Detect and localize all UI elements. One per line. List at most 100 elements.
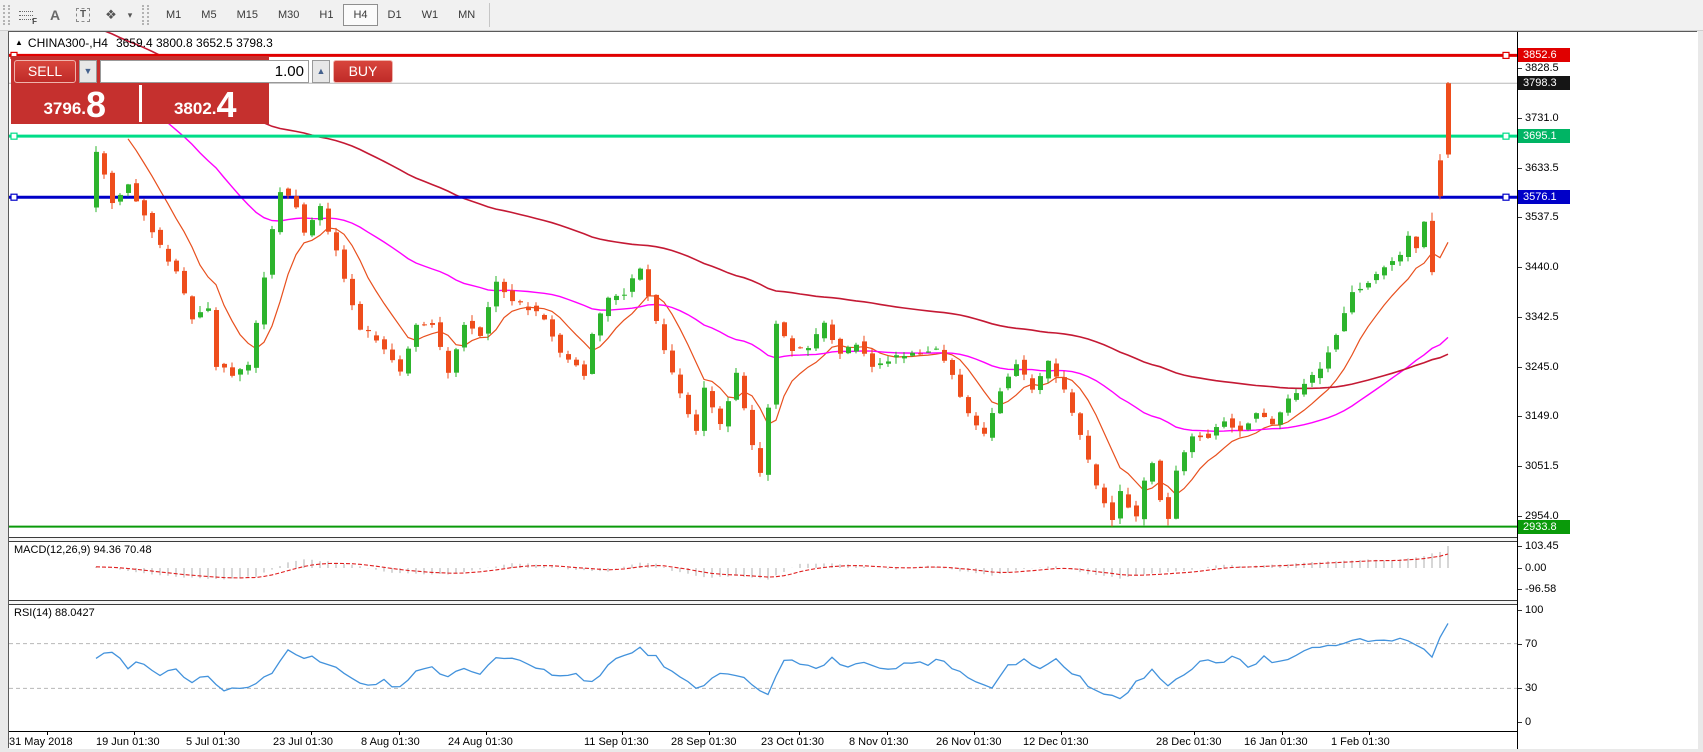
- macd-tick: [1518, 568, 1522, 569]
- price-tick: [1518, 367, 1522, 368]
- price-tick: [1518, 466, 1522, 468]
- time-tick: [224, 732, 225, 735]
- ask-price[interactable]: 3802. 4: [141, 84, 269, 126]
- ask-price-dot: .: [211, 99, 217, 118]
- rsi-label: RSI(14) 88.0427: [14, 607, 95, 619]
- price-axis[interactable]: 3828.5 3731.0 3633.5 3537.5 3440.0 3342.5 3245…: [1517, 32, 1698, 749]
- main-price-chart[interactable]: [9, 32, 1517, 537]
- price-tick: [1518, 416, 1522, 418]
- volume-input[interactable]: [100, 59, 309, 83]
- price-badge-3852.6: 3852.6: [1518, 48, 1570, 63]
- macd-indicator-pane[interactable]: [9, 542, 1517, 600]
- chart-ohlc-values: 3659.4 3800.8 3652.5 3798.3: [115, 36, 273, 50]
- fast-ema-line: [127, 138, 1449, 496]
- one-click-trade-panel: SELL ▼ ▲ BUY 3796.8 3802.4: [11, 56, 393, 126]
- rsi-axis-label: 70: [1525, 637, 1538, 650]
- price-axis-label: 3537.5: [1525, 211, 1559, 223]
- macd-signal-line: [95, 553, 1449, 579]
- bid-price-main: 3796: [43, 99, 82, 118]
- time-axis-label: 19 Jun 01:30: [96, 736, 160, 748]
- price-tick: [1518, 67, 1522, 69]
- time-tick: [47, 732, 48, 735]
- timeframe-button-m5[interactable]: M5: [201, 9, 217, 21]
- toolbar-grip[interactable]: [3, 5, 10, 25]
- fibonacci-icon[interactable]: F: [13, 2, 41, 28]
- top-toolbar: F A T ❖ ▾ M1 M5 M15 M30 H1 H4 D1 W1 MN: [0, 0, 1703, 31]
- macd-pane-splitter[interactable]: [9, 537, 1698, 542]
- volume-decrease-button[interactable]: ▼: [79, 59, 97, 83]
- time-axis-label: 8 Nov 01:30: [849, 736, 909, 748]
- price-axis-label: 3828.5: [1525, 61, 1559, 74]
- price-tick: [1518, 516, 1522, 518]
- price-badge-2933.8: 2933.8: [1518, 519, 1570, 534]
- arrow-tools-icon[interactable]: ❖: [105, 7, 117, 22]
- ask-price-big-digit: 4: [216, 84, 237, 126]
- macd-axis-label: -96.58: [1525, 582, 1557, 595]
- rsi-pane-splitter[interactable]: [9, 600, 1698, 605]
- buy-button[interactable]: BUY: [333, 59, 393, 83]
- rsi-line: [95, 623, 1449, 700]
- time-axis-label: 16 Jan 01:30: [1244, 736, 1308, 748]
- time-tick: [134, 732, 135, 735]
- time-axis-label: 24 Aug 01:30: [448, 736, 513, 748]
- time-tick: [311, 732, 312, 735]
- rsi-tick: [1518, 722, 1522, 723]
- sell-button[interactable]: SELL: [14, 59, 76, 83]
- price-tick: [1518, 117, 1522, 119]
- time-axis-label: 28 Dec 01:30: [1156, 736, 1222, 748]
- bid-price[interactable]: 3796. 8: [11, 85, 139, 123]
- time-axis-label: 11 Sep 01:30: [584, 736, 649, 748]
- timeframe-button-m15[interactable]: M15: [236, 9, 258, 21]
- timeframe-button-mn[interactable]: MN: [458, 9, 476, 21]
- price-tick: [1518, 317, 1522, 318]
- price-axis-label: 3633.5: [1525, 161, 1559, 174]
- price-tick: [1518, 217, 1522, 218]
- macd-tick: [1518, 545, 1522, 547]
- time-axis[interactable]: 31 May 2018 19 Jun 01:30 5 Jul 01:30 23 Jul…: [9, 731, 1518, 749]
- text-icon[interactable]: A: [49, 7, 61, 23]
- price-axis-label: 3051.5: [1525, 460, 1559, 473]
- timeframe-button-h1[interactable]: H1: [319, 9, 334, 21]
- volume-increase-button[interactable]: ▲: [312, 59, 330, 83]
- time-tick: [399, 732, 400, 735]
- arrow-tools-caret-icon[interactable]: ▾: [127, 9, 133, 20]
- macd-axis-label: 0.00: [1525, 562, 1547, 574]
- timeframe-button-w1[interactable]: W1: [421, 9, 439, 21]
- price-axis-label: 3342.5: [1525, 311, 1559, 323]
- price-tick: [1518, 267, 1522, 268]
- time-tick: [1061, 732, 1062, 735]
- rsi-axis-label: 100: [1525, 604, 1544, 616]
- rsi-axis-label: 0: [1525, 716, 1532, 728]
- rsi-axis-label: 30: [1525, 682, 1538, 695]
- rsi-tick: [1518, 643, 1522, 645]
- text-label-icon[interactable]: T: [69, 2, 97, 28]
- price-tick: [1518, 167, 1522, 169]
- timeframe-button-m30[interactable]: M30: [277, 9, 300, 21]
- macd-label: MACD(12,26,9) 94.36 70.48: [14, 544, 152, 556]
- macd-axis-label: 103.45: [1525, 539, 1559, 552]
- timeframe-button-d1[interactable]: D1: [387, 9, 402, 21]
- timeframe-button-m1[interactable]: M1: [166, 9, 182, 21]
- chart-window: ▲ CHINA300-,H4 3659.4 3800.8 3652.5 3798.3…: [8, 31, 1698, 749]
- rsi-tick: [1518, 610, 1522, 611]
- price-badge-3695.1: 3695.1: [1518, 129, 1570, 144]
- time-axis-label: 26 Nov 01:30: [936, 736, 1002, 748]
- price-axis-label: 3149.0: [1525, 410, 1559, 423]
- slow-ema-line: [105, 32, 1449, 390]
- price-axis-label: 2954.0: [1525, 510, 1559, 523]
- fibonacci-icon: F: [19, 8, 37, 26]
- time-axis-label: 8 Aug 01:30: [361, 736, 420, 748]
- price-badge-3798.3: 3798.3: [1518, 76, 1570, 91]
- rsi-indicator-pane[interactable]: [9, 605, 1517, 731]
- bid-price-dot: .: [81, 99, 87, 118]
- timeframe-button-h4[interactable]: H4: [343, 4, 378, 26]
- time-tick: [1194, 732, 1195, 735]
- timeframe-toolbar-grip[interactable]: [142, 5, 149, 25]
- rsi-tick: [1518, 688, 1522, 690]
- time-tick: [622, 732, 623, 735]
- time-axis-label: 28 Sep 01:30: [671, 736, 737, 748]
- price-axis-label: 3440.0: [1525, 261, 1559, 273]
- collapse-triangle-icon[interactable]: ▲: [15, 38, 23, 47]
- time-tick: [1282, 732, 1283, 735]
